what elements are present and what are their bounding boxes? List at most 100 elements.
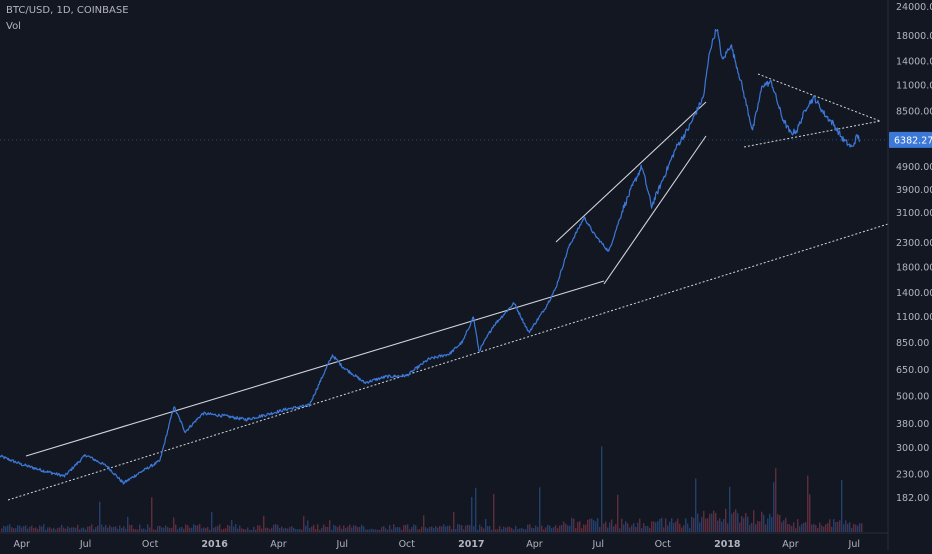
volume-bar [765, 524, 767, 532]
volume-bar [767, 518, 769, 532]
volume-bar [223, 528, 225, 532]
volume-bar [491, 529, 493, 532]
volume-bar [619, 528, 621, 532]
volume-bar [629, 527, 631, 532]
volume-bar [813, 523, 815, 532]
volume-bar [463, 529, 465, 532]
channel-lower-line[interactable] [603, 135, 707, 285]
volume-bar [375, 529, 377, 532]
price-tick-label: 230.00 [896, 470, 929, 481]
volume-bar [331, 529, 333, 532]
volume-bar [171, 527, 173, 532]
volume-bar [309, 528, 311, 532]
volume-bar [417, 529, 419, 532]
volume-bar [283, 528, 285, 532]
volume-bar [117, 528, 119, 532]
volume-bar [583, 524, 585, 532]
volume-bar [737, 513, 739, 532]
volume-bar [703, 510, 705, 532]
volume-bar [839, 520, 841, 532]
volume-bar [501, 529, 503, 532]
volume-bar [587, 519, 589, 532]
volume-bar [145, 529, 147, 532]
volume-bar [695, 478, 697, 532]
volume-bar [467, 524, 469, 532]
volume-bar [481, 526, 483, 532]
volume-bar [253, 526, 255, 532]
volume-bar [857, 525, 859, 532]
volume-bar [709, 513, 711, 532]
volume-bar [773, 482, 775, 532]
volume-bar [379, 529, 381, 532]
volume-bar [373, 529, 375, 532]
volume-bar [161, 527, 163, 532]
volume-bar [415, 525, 417, 532]
volume-bar [551, 528, 553, 532]
volume-bar [853, 523, 855, 532]
volume-bar [681, 527, 683, 532]
volume-bar [655, 522, 657, 532]
volume-bar [19, 525, 21, 532]
volume-bar [221, 529, 223, 532]
volume-bar [91, 524, 93, 532]
volume-bar [263, 515, 265, 532]
volume-bar [59, 527, 61, 532]
volume-bar [533, 528, 535, 532]
volume-bar [181, 526, 183, 532]
channel-upper-line[interactable] [555, 101, 707, 243]
volume-bar [337, 527, 339, 532]
volume-bar [727, 523, 729, 532]
price-axis[interactable]: 24000.00 18000.00 14000.00 11000.00 8500.00 6… [896, 2, 932, 504]
volume-bar [13, 528, 15, 532]
volume-bar [819, 522, 821, 532]
price-tick-label: 3100.00 [896, 208, 932, 219]
volume-bar [827, 523, 829, 532]
volume-bar [677, 518, 679, 532]
symbol-legend[interactable]: BTC/USD, 1D, COINBASE [6, 5, 129, 16]
time-axis[interactable]: Apr Jul Oct 2016 Apr Jul Oct 2017 Apr Jul Oct 2018 A… [14, 539, 860, 550]
volume-bar [397, 526, 399, 532]
volume-bar [455, 529, 457, 532]
volume-bar [281, 526, 283, 532]
lower-dotted-trend-line[interactable] [7, 223, 889, 501]
volume-bar [359, 527, 361, 532]
time-tick-label: Apr [14, 539, 31, 550]
volume-bar [293, 527, 295, 532]
volume-bar [83, 527, 85, 532]
volume-bar [649, 528, 651, 532]
volume-bar [79, 529, 81, 532]
triangle-lower-line[interactable] [743, 120, 881, 148]
triangle-upper-line[interactable] [757, 73, 881, 122]
volume-bar [735, 509, 737, 532]
volume-bar [255, 529, 257, 532]
volume-bar [505, 527, 507, 532]
volume-legend[interactable]: Vol [6, 21, 21, 32]
volume-bar [159, 525, 161, 532]
volume-bar [685, 518, 687, 532]
volume-bar [81, 527, 83, 532]
volume-bar [761, 511, 763, 532]
volume-bar [325, 526, 327, 532]
volume-bar [31, 525, 33, 532]
volume-bar [105, 524, 107, 532]
volume-bar [329, 520, 331, 532]
volume-bar [627, 523, 629, 532]
volume-bar [195, 525, 197, 532]
volume-bar [689, 528, 691, 532]
volume-bar [25, 525, 27, 532]
volume-bar [705, 518, 707, 532]
price-tick-label: 300.00 [896, 443, 929, 454]
time-tick-label: 2016 [201, 539, 228, 550]
volume-bar [483, 528, 485, 532]
volume-bar [559, 525, 561, 532]
volume-bar [291, 526, 293, 532]
volume-bar [741, 516, 743, 532]
volume-bar [267, 527, 269, 532]
volume-bar [707, 518, 709, 532]
volume-bar [37, 528, 39, 532]
volume-bar [457, 524, 459, 532]
volume-bar [249, 529, 251, 532]
volume-bar [753, 510, 755, 532]
